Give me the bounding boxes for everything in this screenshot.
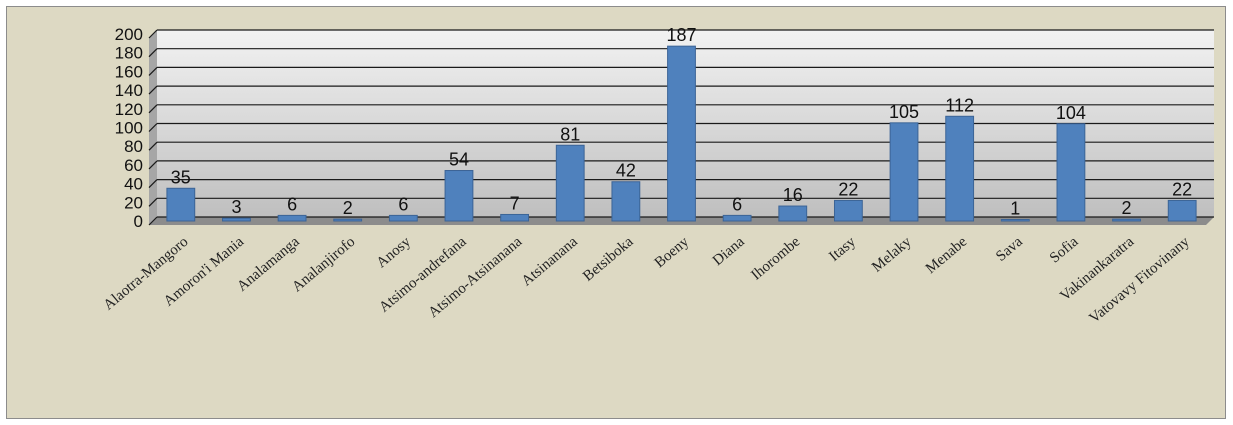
bar (722, 214, 752, 222)
gridline-depth (148, 216, 158, 226)
y-tick-label: 180 (115, 44, 143, 63)
category-label: Boeny (652, 233, 693, 271)
gridline-depth (148, 179, 158, 189)
bar (945, 115, 975, 222)
y-tick-label: 20 (124, 193, 143, 212)
category-label: Atsimo-Atsinanana (426, 234, 526, 321)
gridline-depth (148, 141, 158, 151)
bar (333, 218, 363, 222)
bar (222, 217, 251, 222)
category-label: Melaky (869, 233, 915, 275)
gridline-depth (148, 197, 158, 207)
bar (889, 122, 919, 222)
bar (611, 181, 641, 222)
bar (444, 170, 474, 222)
bar (1000, 219, 1030, 222)
category-label: Atsinanana (519, 234, 581, 290)
category-label: Vatovavy Fitovinany (1086, 233, 1193, 326)
bar (667, 45, 696, 222)
data-label: 6 (287, 194, 297, 214)
data-label: 3 (231, 197, 241, 217)
category-label: Anosy (374, 233, 415, 271)
y-tick-label: 40 (124, 175, 143, 194)
bar (500, 213, 530, 222)
category-label: Itasy (826, 233, 859, 264)
data-label: 6 (398, 194, 408, 214)
bar (1167, 199, 1197, 222)
bar (166, 187, 196, 222)
bar (277, 214, 307, 222)
data-label: 35 (171, 167, 191, 187)
gridline-depth (148, 85, 158, 95)
gridline-depth (148, 123, 158, 132)
y-tick-label: 80 (124, 137, 143, 156)
data-label: 1 (1010, 199, 1020, 219)
category-label: Diana (710, 234, 748, 269)
data-label: 7 (510, 193, 520, 213)
bar (388, 214, 418, 222)
data-label: 105 (889, 102, 919, 122)
y-tick-label: 100 (115, 119, 143, 138)
category-label: Menabe (923, 234, 971, 278)
data-label: 54 (449, 150, 469, 170)
bar (1112, 218, 1141, 222)
y-tick-label: 200 (115, 25, 143, 44)
data-label: 112 (945, 95, 974, 115)
category-label: Sofia (1047, 234, 1082, 267)
gridline-depth (148, 160, 158, 170)
y-tick-label: 120 (115, 100, 143, 119)
data-label: 81 (560, 124, 580, 144)
y-tick-label: 60 (124, 156, 143, 175)
data-label: 22 (838, 179, 858, 199)
data-label: 2 (343, 198, 353, 218)
data-label: 16 (783, 185, 803, 205)
gridline-depth (148, 29, 158, 39)
bar (833, 199, 863, 222)
category-label: Sava (993, 234, 1026, 265)
gridline-depth (148, 104, 158, 114)
bar (555, 144, 585, 222)
gridline-depth (148, 48, 158, 58)
data-label: 104 (1056, 103, 1086, 123)
y-tick-label: 140 (115, 81, 143, 100)
gridline-depth (148, 66, 158, 76)
data-label: 2 (1122, 198, 1132, 218)
y-tick-label: 0 (134, 212, 143, 231)
data-label: 42 (616, 161, 636, 181)
data-label: 6 (732, 194, 742, 214)
y-tick-label: 160 (115, 62, 143, 81)
category-label: Ihorombe (748, 234, 803, 284)
category-label: Betsiboka (580, 234, 637, 285)
data-label: 22 (1172, 179, 1192, 199)
bar (778, 205, 808, 222)
chart-frame: 0 20 40 60 80 100 120 140 160 180 200 35 3 6 2 6 54 7 81 4… (6, 6, 1226, 419)
data-label: 187 (666, 25, 696, 45)
bar (1056, 123, 1086, 222)
